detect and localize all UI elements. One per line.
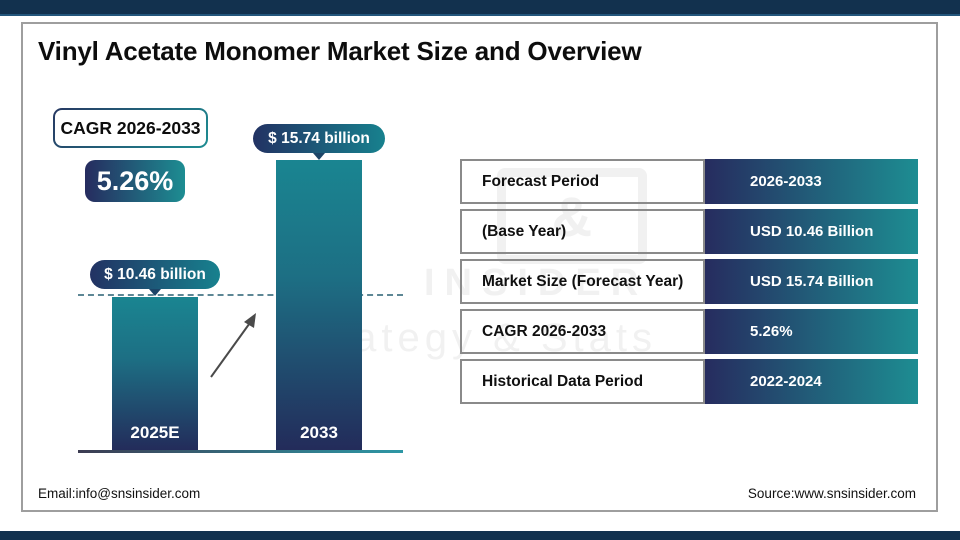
- row-value-market-size: USD 15.74 Billion: [705, 259, 918, 304]
- table-row: Forecast Period 2026-2033: [460, 159, 918, 204]
- footer-email: Email:info@snsinsider.com: [38, 486, 201, 501]
- watermark-ampersand: &: [551, 184, 593, 248]
- cagr-period-label: CAGR 2026-2033: [55, 110, 206, 146]
- bar-value-bubble-2033: $ 15.74 billion: [253, 124, 385, 160]
- page-title: Vinyl Acetate Monomer Market Size and Ov…: [38, 36, 642, 66]
- top-brand-bar: [0, 0, 960, 16]
- footer-source: Source:www.snsinsider.com: [747, 486, 916, 501]
- bar-category-label-2025: 2025E: [130, 423, 180, 442]
- row-label-base-year: (Base Year): [460, 209, 705, 254]
- row-label-cagr: CAGR 2026-2033: [460, 309, 705, 354]
- table-row: (Base Year) USD 10.46 Billion: [460, 209, 918, 254]
- row-label-market-size: Market Size (Forecast Year): [460, 259, 705, 304]
- row-label-forecast-period: Forecast Period: [460, 159, 705, 204]
- table-row: Historical Data Period 2022-2024: [460, 359, 918, 404]
- bar-2033: 2033: [276, 160, 362, 451]
- watermark-insider-text: INSIDER: [424, 262, 649, 304]
- chart-baseline: [78, 450, 403, 453]
- row-value-base-year: USD 10.46 Billion: [705, 209, 918, 254]
- bar-category-label-2033: 2033: [300, 423, 338, 442]
- cagr-value-badge: 5.26%: [85, 160, 185, 202]
- table-row: CAGR 2026-2033 5.26%: [460, 309, 918, 354]
- row-value-historical-period: 2022-2024: [705, 359, 918, 404]
- market-info-table: Forecast Period 2026-2033 (Base Year) US…: [460, 159, 918, 409]
- row-value-forecast-period: 2026-2033: [705, 159, 918, 204]
- row-label-historical-period: Historical Data Period: [460, 359, 705, 404]
- growth-arrow-icon: [210, 313, 256, 378]
- bottom-brand-bar: [0, 531, 960, 540]
- cagr-period-box: CAGR 2026-2033: [53, 108, 208, 148]
- bar-value-bubble-2025: $ 10.46 billion: [90, 260, 220, 296]
- table-row: Market Size (Forecast Year) USD 15.74 Bi…: [460, 259, 918, 304]
- bar-2025e: 2025E: [112, 297, 198, 451]
- reference-dashed-line: [78, 294, 403, 296]
- row-value-cagr: 5.26%: [705, 309, 918, 354]
